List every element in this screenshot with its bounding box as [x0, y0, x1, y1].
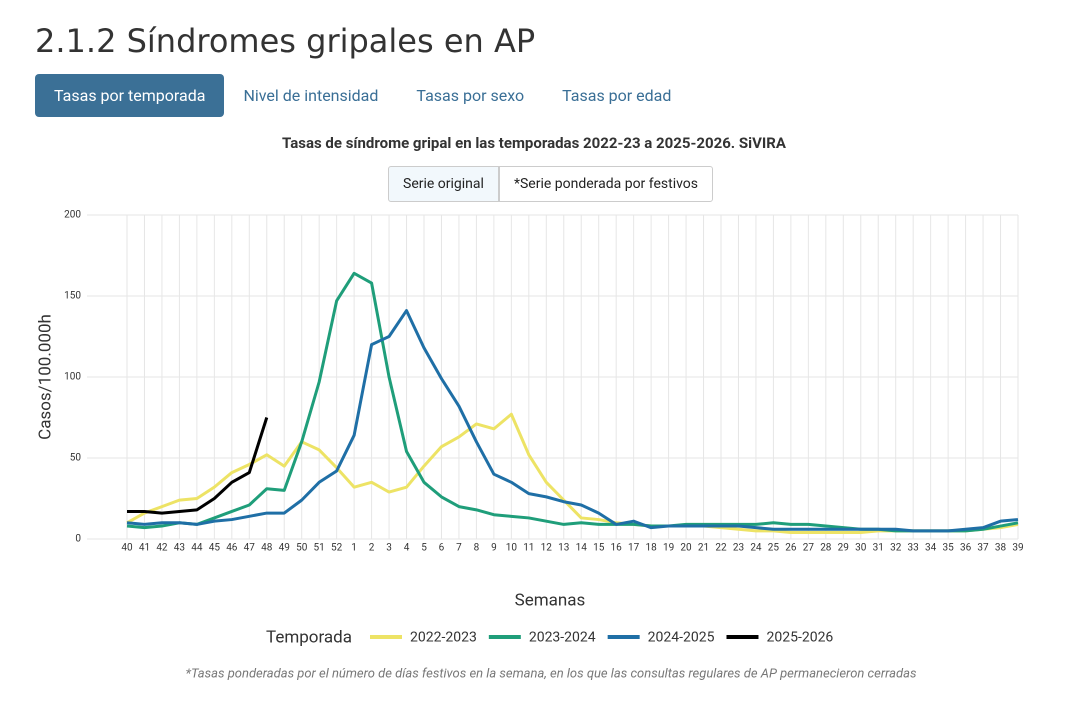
button[interactable]: *Serie ponderada por festivos — [498, 166, 714, 202]
y-axis-label: Casos/100.000h — [35, 314, 55, 440]
tab[interactable]: Tasas por edad — [562, 86, 672, 105]
x-tick-label: 51 — [314, 543, 325, 554]
x-tick-label: 6 — [439, 543, 445, 554]
x-tick-label: 33 — [908, 543, 919, 554]
footnote: *Tasas ponderadas por el número de días … — [186, 666, 917, 681]
chart-title: Tasas de síndrome gripal en las temporad… — [282, 134, 787, 152]
x-axis-label: Semanas — [515, 590, 586, 610]
line — [127, 417, 269, 515]
line — [126, 271, 1019, 533]
x-tick-label: 44 — [191, 543, 203, 554]
button-group: Serie original *Serie ponderada por fest… — [388, 166, 714, 202]
x-tick-label: 3 — [386, 543, 392, 554]
x-tick-label: 14 — [576, 543, 588, 554]
x-tick-label: 2 — [369, 543, 375, 554]
x-tick-label: 46 — [226, 543, 238, 554]
y-tick-label: 150 — [64, 291, 81, 302]
x-tick-label: 16 — [611, 543, 623, 554]
x-tick-label: 38 — [995, 543, 1007, 554]
y-tick-label: 0 — [75, 534, 81, 545]
x-tick-label: 49 — [279, 543, 290, 554]
y-tick-label: 200 — [64, 210, 81, 221]
x-tick-label: 35 — [942, 543, 954, 554]
x-tick-label: 24 — [750, 543, 762, 554]
x-tick-label: 42 — [156, 543, 168, 554]
x-tick-label: 18 — [645, 543, 657, 554]
x-tick-label: 8 — [474, 543, 480, 554]
legend-label: 2025-2026 — [766, 630, 833, 646]
x-tick-label: 7 — [456, 543, 462, 554]
x-tick-label: 29 — [838, 543, 849, 554]
x-tick-label: 17 — [628, 543, 640, 554]
x-tick-label: 5 — [421, 543, 427, 554]
x-tick-label: 48 — [261, 543, 273, 554]
tab[interactable]: Tasas por sexo — [416, 86, 525, 105]
legend-label: 2022-2023 — [410, 630, 477, 646]
x-tick-label: 15 — [593, 543, 605, 554]
x-tick-label: 25 — [768, 543, 780, 554]
x-tick-label: 37 — [977, 543, 989, 554]
x-tick-label: 27 — [803, 543, 815, 554]
line — [126, 412, 1019, 535]
legend-title: Temporada — [266, 627, 352, 647]
x-tick-label: 28 — [820, 543, 832, 554]
x-tick-label: 1 — [351, 543, 357, 554]
x-tick-label: 13 — [558, 543, 569, 554]
x-tick-label: 4 — [404, 543, 410, 554]
x-tick-label: 45 — [209, 543, 221, 554]
x-tick-label: 10 — [506, 543, 518, 554]
x-tick-label: 34 — [925, 543, 937, 554]
line — [126, 309, 1019, 533]
legend-label: 2024-2025 — [648, 630, 715, 646]
x-tick-label: 43 — [174, 543, 185, 554]
x-tick-label: 32 — [890, 543, 902, 554]
tab[interactable]: Nivel de intensidad — [243, 86, 379, 105]
tab[interactable]: Tasas por temporada — [35, 74, 225, 117]
x-tick-label: 31 — [873, 543, 884, 554]
x-tick-label: 23 — [733, 543, 744, 554]
x-tick-label: 41 — [139, 543, 150, 554]
x-tick-label: 26 — [785, 543, 797, 554]
x-tick-label: 50 — [296, 543, 308, 554]
y-tick-label: 50 — [70, 453, 82, 464]
x-tick-label: 40 — [121, 543, 133, 554]
legend-label: 2023-2024 — [529, 630, 596, 646]
x-tick-label: 47 — [244, 543, 256, 554]
button[interactable]: Serie original — [388, 166, 499, 202]
x-tick-label: 19 — [663, 543, 674, 554]
x-tick-label: 11 — [523, 543, 534, 554]
x-tick-label: 12 — [541, 543, 553, 554]
x-tick-label: 9 — [491, 543, 497, 554]
y-tick-label: 100 — [64, 372, 81, 383]
tabs: Tasas por temporada Nivel de intensidad … — [35, 74, 690, 117]
page-title: 2.1.2 Síndromes gripales en AP — [35, 22, 536, 60]
x-tick-label: 39 — [1012, 543, 1023, 554]
x-tick-label: 20 — [680, 543, 692, 554]
x-tick-label: 52 — [331, 543, 343, 554]
x-tick-label: 22 — [715, 543, 727, 554]
x-tick-label: 30 — [855, 543, 867, 554]
x-tick-label: 36 — [960, 543, 972, 554]
x-tick-label: 21 — [698, 543, 709, 554]
